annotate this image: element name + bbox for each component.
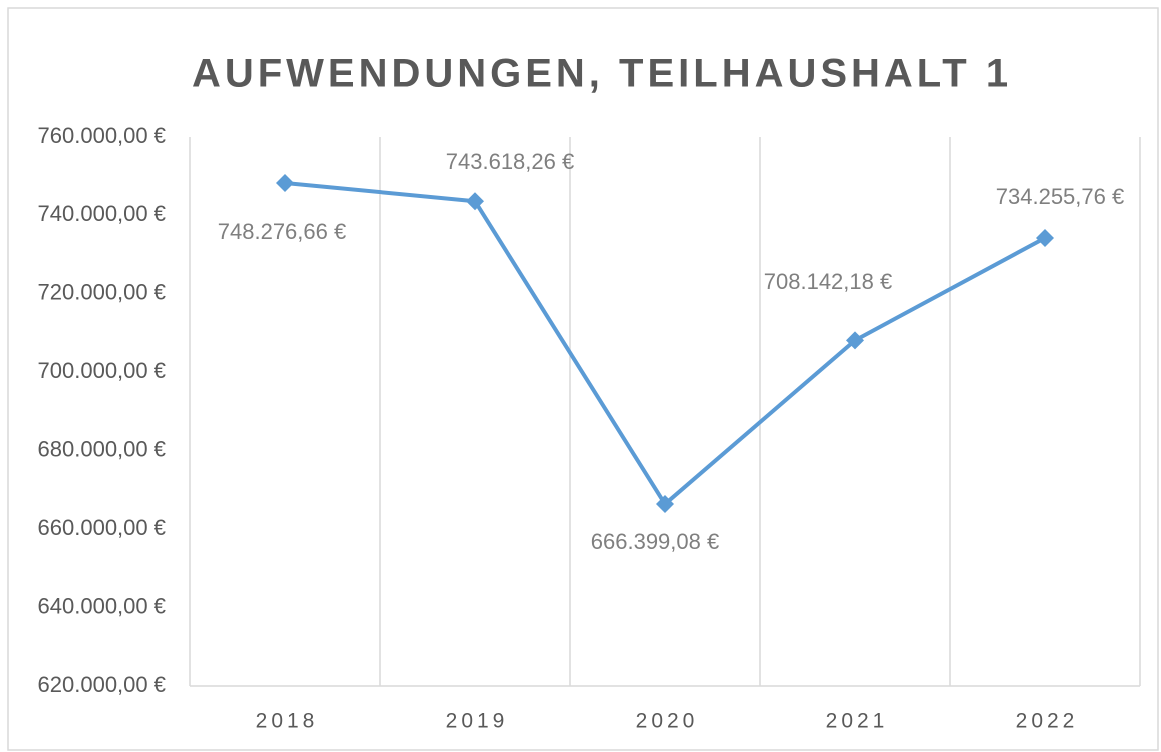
x-tick-label: 2019 — [446, 710, 509, 733]
y-tick-label: 720.000,00 € — [38, 280, 166, 305]
chart-title: AUFWENDUNGEN, TEILHAUSHALT 1 — [192, 52, 1012, 96]
x-tick-label: 2020 — [636, 710, 699, 733]
y-tick-label: 660.000,00 € — [38, 515, 166, 540]
x-tick-label: 2018 — [256, 710, 319, 733]
x-tick-label: 2022 — [1016, 710, 1079, 733]
data-label: 748.276,66 € — [218, 219, 346, 244]
y-tick-label: 680.000,00 € — [38, 437, 166, 462]
marker — [656, 495, 674, 514]
marker — [466, 192, 484, 211]
data-label: 708.142,18 € — [764, 269, 892, 294]
x-tick-label: 2021 — [826, 710, 889, 733]
data-label: 734.255,76 € — [996, 184, 1124, 209]
data-label: 666.399,08 € — [591, 529, 719, 554]
y-tick-label: 760.000,00 € — [38, 123, 166, 148]
y-tick-label: 700.000,00 € — [38, 358, 166, 383]
y-tick-label: 740.000,00 € — [38, 201, 166, 226]
marker — [846, 331, 864, 350]
y-tick-label: 640.000,00 € — [38, 593, 166, 618]
marker — [1036, 228, 1054, 247]
y-tick-label: 620.000,00 € — [38, 672, 166, 697]
marker — [276, 173, 294, 192]
data-label: 743.618,26 € — [446, 149, 574, 174]
chart-border — [7, 7, 1159, 751]
